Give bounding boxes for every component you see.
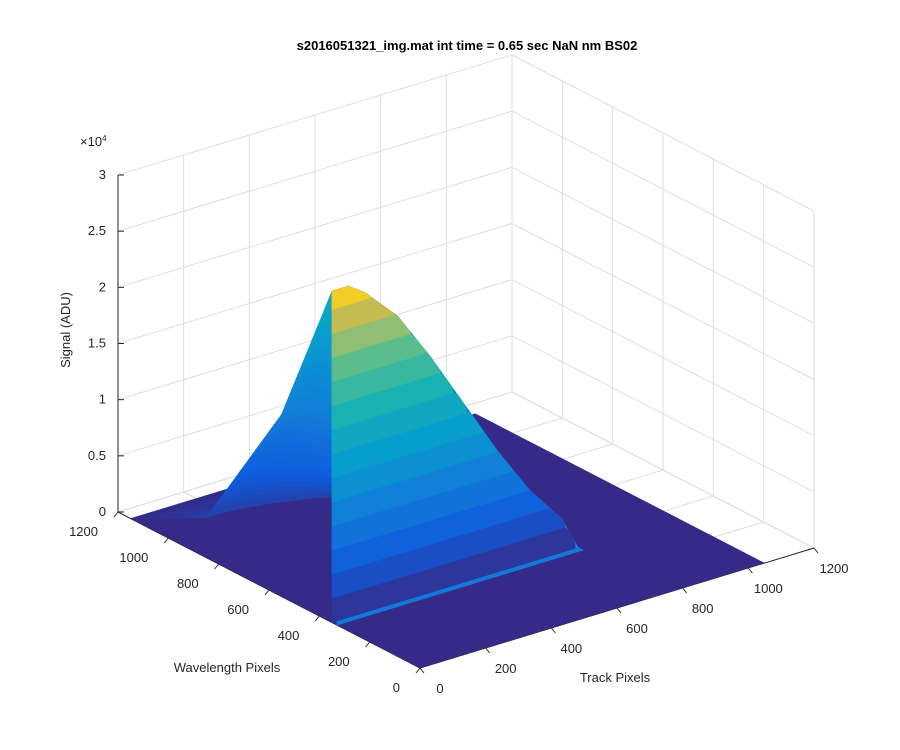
x-tick-label: 0 <box>436 681 443 696</box>
y-tick-label: 600 <box>227 602 249 617</box>
y-tick-label: 400 <box>278 628 300 643</box>
z-tick-label: 0.5 <box>88 448 106 463</box>
left-wall-gridline-horizontal <box>117 166 513 288</box>
x-tick-label: 800 <box>692 601 714 616</box>
x-tick-label: 1000 <box>754 581 783 596</box>
z-axis-label: Signal (ADU) <box>58 292 73 368</box>
x-tick-mark <box>550 627 556 634</box>
z-tick-label: 2.5 <box>88 223 106 238</box>
x-tick-label: 400 <box>560 641 582 656</box>
y-tick-mark <box>214 563 220 570</box>
right-wall-gridline-horizontal <box>511 223 815 380</box>
right-wall-gridline-horizontal <box>511 110 815 268</box>
z-exponent-label: ×104 <box>80 134 107 149</box>
ridge-band <box>331 285 372 311</box>
chart-title: s2016051321_img.mat int time = 0.65 sec … <box>297 38 638 53</box>
x-tick-label: 200 <box>495 661 517 676</box>
y-tick-label: 1000 <box>119 550 148 565</box>
z-tick-label: 1.5 <box>88 336 106 351</box>
y-tick-mark <box>314 615 320 622</box>
z-tick-label: 2 <box>99 279 106 294</box>
left-wall-gridline-horizontal <box>117 110 513 232</box>
z-tick-label: 1 <box>99 392 106 407</box>
y-tick-label: 200 <box>328 654 350 669</box>
y-tick-label: 800 <box>177 576 199 591</box>
y-tick-mark <box>365 641 371 648</box>
y-axis-label: Wavelength Pixels <box>174 660 281 675</box>
y-tick-label: 0 <box>393 680 400 695</box>
left-wall-gridline-horizontal <box>117 223 513 344</box>
right-wall-gridline-horizontal <box>511 335 815 493</box>
x-tick-label: 1200 <box>820 561 849 576</box>
y-tick-mark <box>113 511 119 518</box>
y-tick-mark <box>264 589 270 596</box>
right-wall-gridline-horizontal <box>511 166 815 324</box>
z-tick-label: 3 <box>99 167 106 182</box>
right-wall-gridline-horizontal <box>511 279 815 437</box>
x-tick-mark <box>747 567 753 574</box>
left-wall-gridline-horizontal <box>117 54 513 176</box>
tick-layer: 0200400600800100012000200400600800100012… <box>69 167 848 696</box>
z-tick-label: 0 <box>99 504 106 519</box>
right-wall-gridline-horizontal <box>511 54 815 212</box>
x-tick-mark <box>813 547 819 554</box>
x-tick-mark <box>419 667 425 674</box>
y-tick-mark <box>163 537 169 544</box>
x-axis-label: Track Pixels <box>580 670 651 685</box>
right-wall-gridline-horizontal <box>511 391 815 549</box>
y-tick-mark <box>415 667 421 674</box>
x-tick-mark <box>485 647 491 654</box>
surface-layer <box>130 285 765 668</box>
y-tick-label: 1200 <box>69 524 98 539</box>
x-tick-mark <box>682 587 688 594</box>
x-tick-label: 600 <box>626 621 648 636</box>
x-tick-mark <box>616 607 622 614</box>
